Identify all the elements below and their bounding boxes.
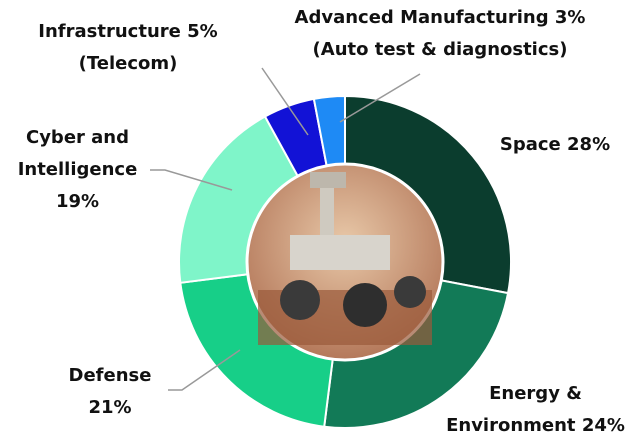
leader-line bbox=[261, 67, 309, 136]
slice-label: Cyber and Intelligence 19% bbox=[0, 122, 155, 218]
value-label: 28% bbox=[567, 134, 611, 155]
leader-lines bbox=[150, 67, 421, 391]
slice-label: Infrastructure 5% (Telecom) bbox=[8, 16, 248, 80]
leader-line bbox=[168, 349, 241, 391]
category-label: Defense bbox=[68, 365, 152, 386]
leader-line bbox=[150, 169, 233, 191]
center-image bbox=[245, 162, 445, 362]
slice-label: Energy & Environment 24% bbox=[430, 378, 641, 442]
category-label: Advanced Manufacturing bbox=[294, 7, 549, 28]
category-label: Space bbox=[499, 134, 561, 155]
value-label: 24% bbox=[581, 415, 625, 436]
value-label: 21% bbox=[88, 397, 132, 418]
leader-line bbox=[339, 73, 421, 123]
value-label: 5% bbox=[187, 21, 218, 42]
slice-label: Space 28% bbox=[470, 129, 640, 161]
value-label: 3% bbox=[554, 7, 586, 28]
value-label: 19% bbox=[55, 191, 100, 212]
category-label: Infrastructure bbox=[38, 21, 181, 42]
slice-label: Advanced Manufacturing 3% (Auto test & di… bbox=[250, 2, 630, 66]
slice-label: Defense 21% bbox=[50, 360, 170, 424]
category-label: Cyber and Intelligence bbox=[17, 127, 138, 180]
category-label: Energy & Environment bbox=[446, 383, 582, 436]
category-note: (Telecom) bbox=[78, 53, 178, 74]
category-note: (Auto test & diagnostics) bbox=[312, 39, 568, 60]
